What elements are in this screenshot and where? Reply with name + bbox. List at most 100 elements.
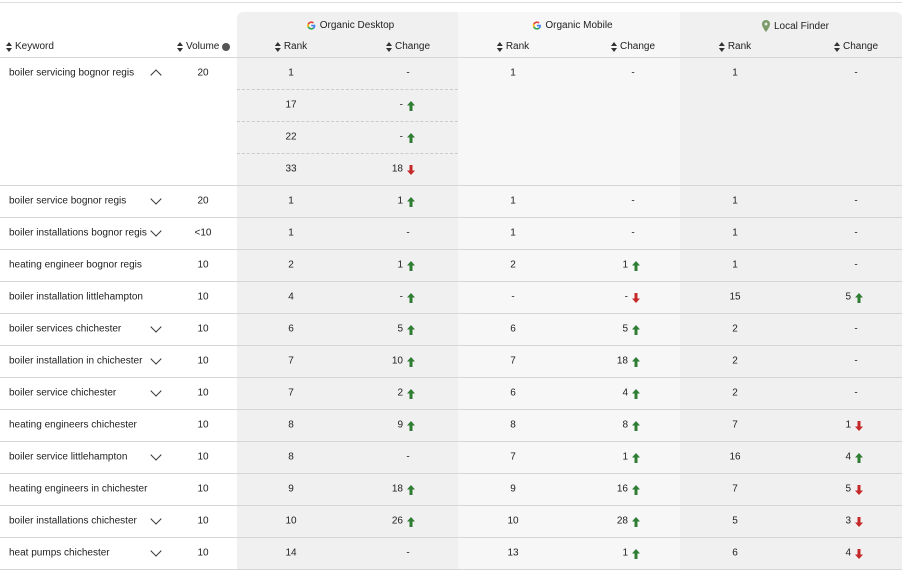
keyword-cell: boiler services chichester [9, 323, 122, 335]
keyword-cell: boiler installation in chichester [9, 355, 143, 367]
change-value: 8 [622, 419, 628, 431]
keyword-cell: boiler installations chichester [9, 515, 137, 527]
row-divider [0, 249, 902, 250]
header-rank: Rank [283, 41, 308, 52]
rank-value: 1 [510, 227, 516, 239]
keyword-cell: boiler service bognor regis [9, 195, 127, 207]
rank-value: 1 [732, 67, 738, 79]
sort-icon [6, 41, 12, 52]
arrow-down-icon [855, 421, 863, 431]
change-value: 26 [391, 515, 403, 527]
change-value: - [406, 451, 410, 463]
chevron-down-icon[interactable] [150, 513, 162, 525]
change-value: 5 [622, 323, 628, 335]
change-value: - [631, 227, 635, 239]
sub-row-divider [237, 153, 458, 154]
chevron-up-icon[interactable] [150, 69, 162, 81]
sort-keyword[interactable]: Keyword [6, 41, 54, 52]
chevron-down-icon[interactable] [150, 449, 162, 461]
change-value: 16 [616, 483, 628, 495]
arrow-up-icon [407, 293, 415, 303]
volume-cell: 10 [197, 259, 209, 271]
group-label: Organic Mobile [545, 20, 613, 31]
group-organic-mobile: Organic Mobile [531, 20, 613, 31]
change-value: - [406, 227, 410, 239]
header-rank: Rank [727, 41, 752, 52]
arrow-up-icon [407, 485, 415, 495]
rank-value: 7 [288, 355, 294, 367]
change-value: 1 [622, 259, 628, 271]
change-value: 1 [845, 419, 851, 431]
change-value: 18 [616, 355, 628, 367]
rank-value: 6 [288, 323, 294, 335]
group-local-finder: Local Finder [761, 20, 829, 32]
change-value: 1 [397, 259, 403, 271]
change-value: 28 [616, 515, 628, 527]
change-value: - [399, 291, 403, 303]
arrow-up-icon [407, 133, 415, 143]
arrow-up-icon [407, 325, 415, 335]
sort-mobile-change[interactable]: Change [610, 41, 655, 52]
rank-value: 22 [285, 131, 297, 143]
change-value: 1 [622, 547, 628, 559]
rank-value: 10 [507, 515, 519, 527]
group-label: Local Finder [773, 20, 830, 32]
chevron-down-icon[interactable] [150, 353, 162, 365]
arrow-up-icon [407, 517, 415, 527]
sort-local-change[interactable]: Change [833, 41, 878, 52]
change-value: 3 [845, 515, 851, 527]
change-value: 5 [397, 323, 403, 335]
volume-cell: 10 [197, 355, 209, 367]
chevron-down-icon[interactable] [150, 385, 162, 397]
header-keyword: Keyword [15, 41, 54, 52]
change-value: - [854, 259, 858, 271]
change-value: 4 [845, 451, 851, 463]
chevron-down-icon[interactable] [150, 225, 162, 237]
rank-value: 8 [288, 451, 294, 463]
change-value: - [406, 547, 410, 559]
rank-value: 2 [288, 259, 294, 271]
sort-mobile-rank[interactable]: Rank [496, 41, 530, 52]
rank-value: 4 [288, 291, 294, 303]
google-icon [307, 21, 316, 30]
rank-value: 1 [510, 67, 516, 79]
chevron-down-icon[interactable] [150, 545, 162, 557]
rank-value: 6 [510, 323, 516, 335]
change-value: - [631, 195, 635, 207]
change-value: - [854, 195, 858, 207]
rank-value: 8 [288, 419, 294, 431]
sort-local-rank[interactable]: Rank [718, 41, 752, 52]
chevron-down-icon[interactable] [150, 321, 162, 333]
volume-cell: 20 [197, 195, 209, 207]
arrow-up-icon [407, 357, 415, 367]
rank-value: 15 [729, 291, 741, 303]
arrow-up-icon [632, 517, 640, 527]
arrow-up-icon [407, 261, 415, 271]
sort-desktop-change[interactable]: Change [385, 41, 430, 52]
sort-volume[interactable]: Volume [177, 41, 231, 52]
change-value: - [854, 323, 858, 335]
rank-value: - [511, 291, 515, 303]
header-rank: Rank [505, 41, 530, 52]
info-icon[interactable] [222, 42, 231, 51]
organic-desktop-column [237, 12, 458, 569]
rank-value: 2 [510, 259, 516, 271]
row-divider [0, 537, 902, 538]
sort-icon [385, 41, 392, 52]
header-volume: Volume [186, 41, 220, 52]
arrow-up-icon [632, 549, 640, 559]
rank-value: 1 [288, 67, 294, 79]
arrow-down-icon [855, 549, 863, 559]
volume-cell: 10 [197, 387, 209, 399]
change-value: 4 [845, 547, 851, 559]
row-divider [0, 377, 902, 378]
change-value: 9 [397, 419, 403, 431]
sort-icon [833, 41, 840, 52]
sort-desktop-rank[interactable]: Rank [274, 41, 308, 52]
row-divider [0, 185, 902, 186]
change-value: 2 [397, 387, 403, 399]
row-divider [0, 281, 902, 282]
rank-value: 14 [285, 547, 297, 559]
chevron-down-icon[interactable] [150, 193, 162, 205]
